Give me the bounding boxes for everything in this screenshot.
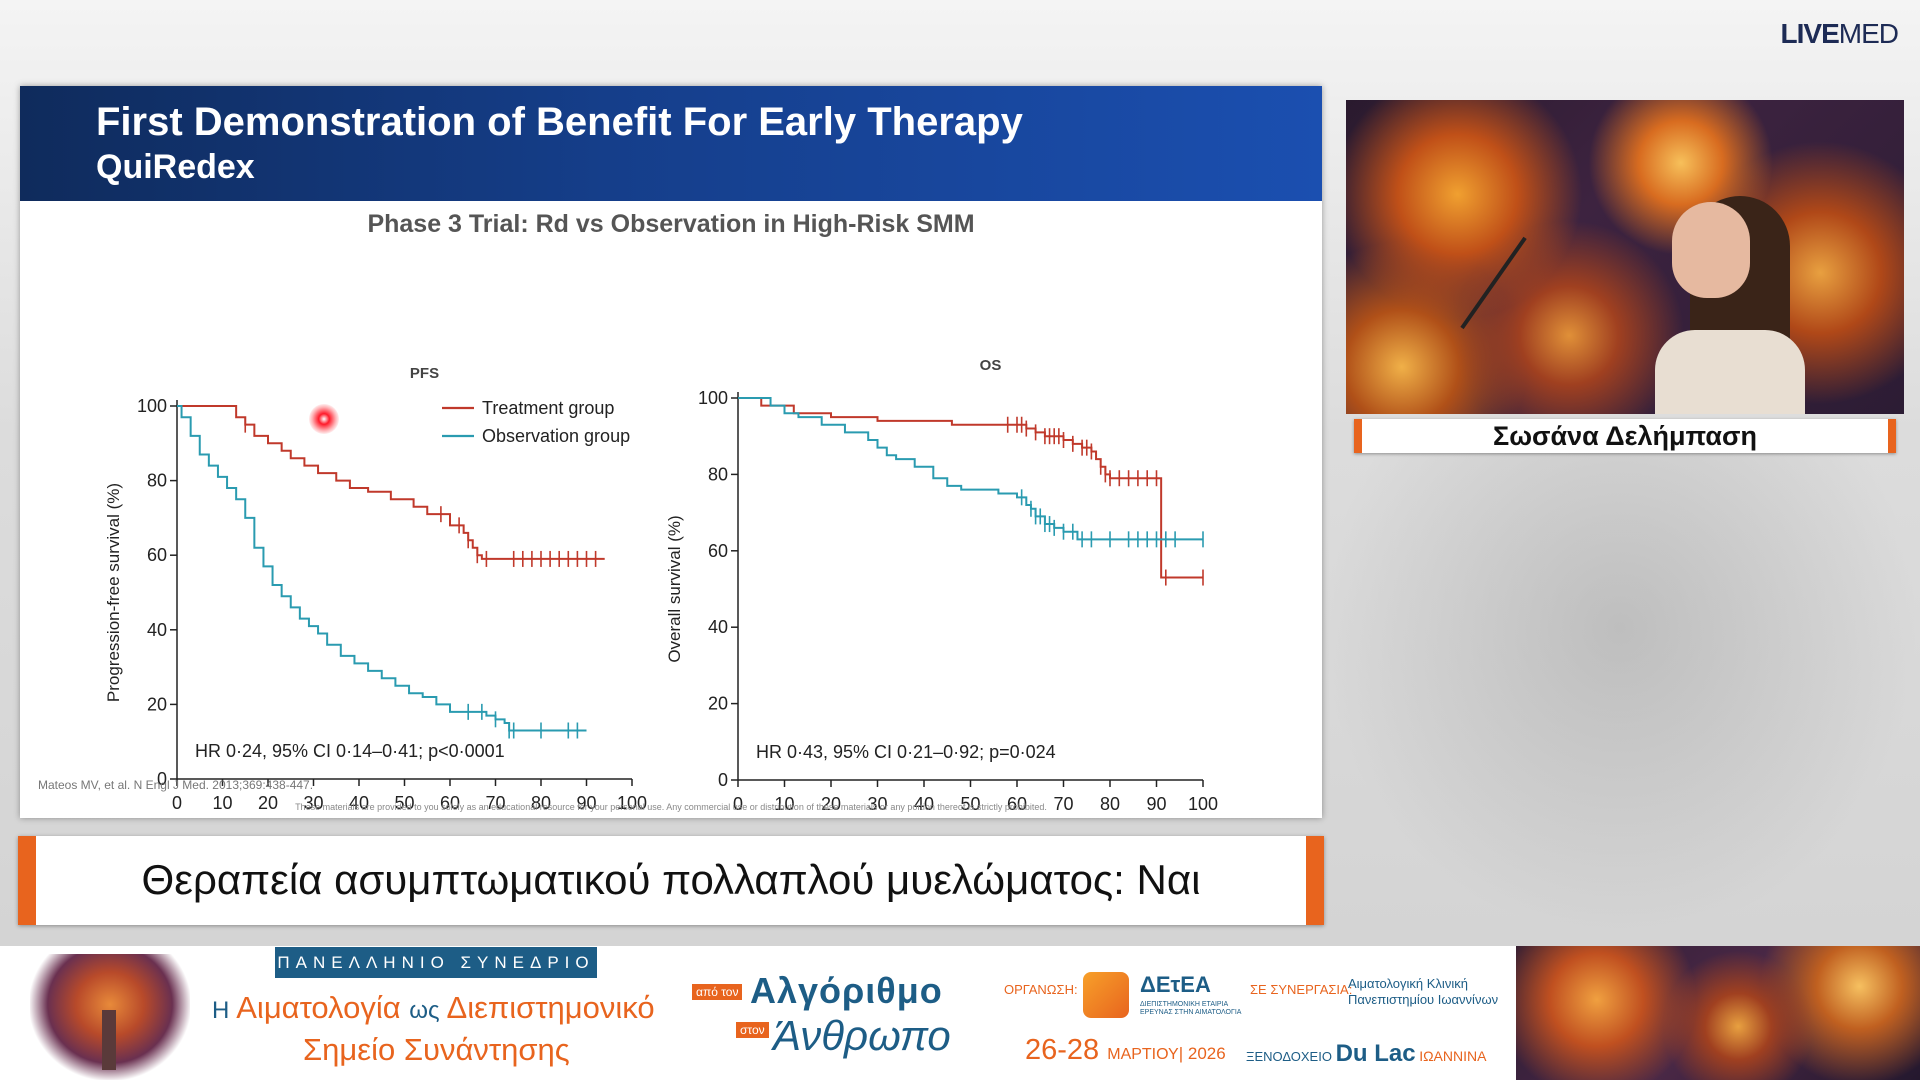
speaker-name: Σωσάνα Δελήμπαση (1493, 421, 1757, 451)
pfs-chart: PFS 0 20 40 60 80 100 0 10 20 30 40 50 60 70 80 90 100 Mon… (104, 365, 647, 818)
livemed-logo: LIVEMED (1780, 18, 1899, 49)
x-tick-label: 100 (617, 793, 647, 813)
x-tick-label: 60 (1007, 794, 1027, 814)
x-tick-label: 30 (867, 794, 887, 814)
slide-reference: Mateos MV, et al. N Engl J Med. 2013;369… (38, 778, 314, 792)
x-tick-label: 40 (349, 793, 369, 813)
tag-apo: από τον (692, 984, 743, 1000)
y-tick-label: 0 (718, 770, 728, 790)
legend-label: Observation group (482, 426, 630, 446)
y-tick-label: 80 (708, 464, 728, 484)
y-axis-label: Progression-free survival (%) (104, 483, 123, 702)
x-tick-label: 0 (733, 794, 743, 814)
congress-label: ΠΑΝΕΛΛΗΝΙΟ ΣΥΝΕΔΡΙΟ (275, 947, 597, 978)
x-tick-label: 20 (258, 793, 278, 813)
y-tick-label: 80 (147, 471, 167, 491)
legend-label: Treatment group (482, 398, 614, 418)
organizer-name: ΔΕτΕΑ (1140, 972, 1211, 997)
slide-heading: Phase 3 Trial: Rd vs Observation in High… (367, 210, 975, 238)
x-tick-label: 80 (531, 793, 551, 813)
x-tick-label: 20 (821, 794, 841, 814)
laser-pointer (309, 404, 339, 434)
chart-annotation: HR 0·43, 95% CI 0·21–0·92; p=0·024 (756, 742, 1056, 762)
deteа-logo-icon (1083, 972, 1129, 1018)
chart-title: OS (980, 357, 1002, 374)
y-tick-label: 60 (708, 541, 728, 561)
y-tick-label: 20 (708, 694, 728, 714)
presentation-slide: First Demonstration of Benefit For Early… (20, 86, 1322, 818)
chart-annotation: HR 0·24, 95% CI 0·14–0·41; p<0·0001 (195, 741, 505, 761)
x-tick-label: 0 (172, 793, 182, 813)
background-smoke (1320, 420, 1920, 940)
x-tick-label: 60 (440, 793, 460, 813)
y-tick-label: 40 (708, 617, 728, 637)
x-tick-label: 80 (1100, 794, 1120, 814)
series-line-observation (177, 405, 587, 732)
tree-trunk (102, 1010, 116, 1070)
speaker-video (1346, 100, 1904, 414)
y-tick-label: 60 (147, 545, 167, 565)
y-tick-label: 100 (698, 388, 728, 408)
x-axis-label: Months (358, 816, 411, 818)
x-tick-label: 100 (1188, 794, 1218, 814)
y-tick-label: 100 (137, 396, 167, 416)
speaker-name-box: Σωσάνα Δελήμπαση (1354, 419, 1896, 453)
x-tick-label: 50 (960, 794, 980, 814)
slide-subtitle: QuiRedex (96, 148, 255, 186)
x-tick-label: 40 (914, 794, 934, 814)
x-tick-label: 70 (1053, 794, 1073, 814)
x-axis-label: Months (924, 817, 977, 818)
y-tick-label: 0 (157, 769, 167, 789)
conference-title-line2: Σημείο Συνάντησης (303, 1032, 570, 1067)
speaker-body (1655, 330, 1805, 414)
slide-header: First Demonstration of Benefit For Early… (20, 86, 1322, 201)
slide-title: First Demonstration of Benefit For Early… (96, 100, 1023, 144)
algorithm-text: Αλγόριθμο (750, 970, 943, 1011)
x-tick-label: 70 (485, 793, 505, 813)
cooperation-name: Αιματολογική Κλινική Πανεπιστημίου Ιωανν… (1348, 976, 1499, 1007)
slide-disclaimer: These materials are provided to you sole… (295, 802, 1047, 812)
organizer-subtitle: ΔΙΕΠΙΣΤΗΜΟΝΙΚΗ ΕΤΑΙΡΙΑ ΕΡΕΥΝΑΣ ΣΤΗΝ ΑΙΜΑ… (1140, 1001, 1242, 1016)
speaker-face (1672, 202, 1750, 298)
y-tick-label: 40 (147, 620, 167, 640)
y-tick-label: 20 (147, 694, 167, 714)
series-line-observation (738, 397, 1203, 541)
conference-title-line1: Η Αιματολογία ως Διεπιστημονικό (212, 990, 655, 1025)
tag-ston: στον (736, 1022, 769, 1038)
footer-artwork (1516, 946, 1920, 1080)
x-tick-label: 10 (774, 794, 794, 814)
cooperation-label: ΣΕ ΣΥΝΕΡΓΑΣΙΑ: (1250, 982, 1353, 997)
x-tick-label: 90 (576, 793, 596, 813)
caption-text: Θεραπεία ασυμπτωματικού πολλαπλού μυελώμ… (141, 856, 1201, 903)
caption-box: Θεραπεία ασυμπτωματικού πολλαπλού μυελώμ… (18, 836, 1324, 925)
x-tick-label: 50 (394, 793, 414, 813)
x-tick-label: 10 (212, 793, 232, 813)
organizer-label: ΟΡΓΑΝΩΣΗ: (1004, 982, 1078, 997)
os-chart: OS 0 20 40 60 80 100 0 10 20 30 40 50 60 70 80 90 100 Mont… (665, 357, 1218, 818)
series-line-treatment (738, 397, 1203, 579)
chart-title: PFS (410, 365, 439, 382)
event-dates: 26-28 ΜΑΡΤΙΟΥ| 2026 (1025, 1034, 1226, 1066)
event-venue: ΞΕΝΟΔΟΧΕΙΟ Du Lac ΙΩΑΝΝΙΝΑ (1246, 1040, 1487, 1067)
y-axis-label: Overall survival (%) (665, 515, 684, 662)
x-tick-label: 30 (303, 793, 323, 813)
x-tick-label: 90 (1146, 794, 1166, 814)
human-text: Άνθρωπο (773, 1012, 951, 1059)
